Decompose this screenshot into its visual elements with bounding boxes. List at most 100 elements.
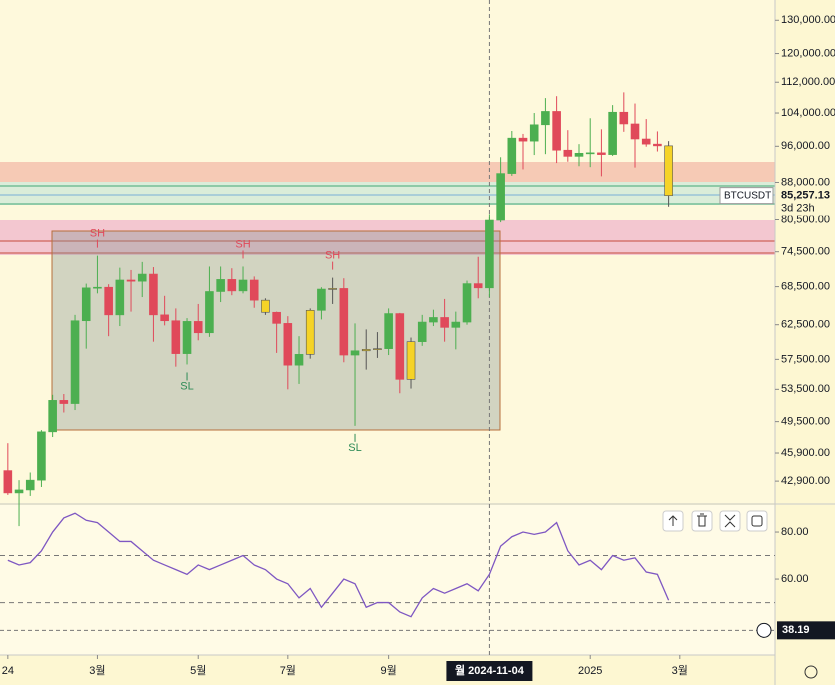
candle-body	[641, 138, 651, 145]
x-tick-label: 2025	[578, 665, 602, 677]
zone	[0, 182, 775, 205]
candle-body	[205, 291, 214, 334]
crosshair-date-box	[446, 661, 533, 681]
candle-body	[653, 143, 662, 147]
icon	[724, 514, 736, 528]
y-tick-label: 104,000.00	[781, 107, 835, 119]
candle-body	[350, 350, 360, 356]
candle-body	[574, 152, 584, 157]
rsi-line	[7, 512, 670, 618]
last-price-box	[777, 187, 835, 216]
rsi-pane	[0, 505, 775, 655]
x-tick-label: 3월	[672, 664, 688, 677]
candle-body	[81, 287, 91, 322]
y-tick-label: 53,500.00	[781, 383, 830, 395]
candle-body	[160, 314, 169, 322]
last-price-label: 85,257.13	[781, 190, 830, 202]
y-tick-label: 112,000.00	[781, 76, 835, 88]
candle-body	[597, 152, 606, 155]
candle-body	[104, 286, 113, 316]
candle-body	[328, 288, 337, 290]
symbol-label: BTCUSDT	[724, 190, 771, 201]
y-tick-label: 130,000.00	[781, 14, 835, 26]
annotation: SH	[235, 238, 250, 250]
maximize-button[interactable]	[746, 510, 768, 532]
annotation: SH	[90, 228, 105, 240]
x-tick-label: 7월	[280, 664, 296, 677]
candle-body	[395, 313, 405, 380]
x-tick-label: 24	[2, 665, 14, 677]
candle-body	[529, 124, 539, 142]
candle-body	[496, 173, 505, 221]
zone	[0, 220, 775, 255]
y-tick-label: 120,000.00	[781, 47, 835, 59]
candle-body	[585, 152, 595, 155]
x-tick-label: 3월	[89, 664, 105, 677]
candle-body	[406, 341, 416, 380]
crosshair-value-label: 38.19	[782, 624, 810, 636]
icon	[697, 513, 707, 527]
candle-body	[272, 311, 281, 324]
candle-body	[305, 310, 315, 355]
y-tick-label: 57,500.00	[781, 353, 830, 365]
candle-body	[126, 279, 136, 282]
candle-body	[339, 288, 349, 356]
candle-body	[664, 145, 673, 196]
x-tick-label: 9월	[380, 664, 396, 677]
candle-body	[317, 288, 326, 311]
candle-body	[25, 479, 35, 491]
candle-body	[93, 286, 102, 289]
symbol-box	[719, 187, 774, 205]
candle-body	[48, 400, 57, 433]
candle-body	[227, 279, 237, 292]
y-tick-label: 49,500.00	[781, 416, 830, 428]
annotation: SH	[325, 250, 340, 262]
candle-body	[417, 321, 427, 342]
candle-body	[563, 149, 573, 157]
candle-body	[137, 273, 147, 282]
icon	[668, 515, 678, 526]
y-tick-label: 88,000.00	[781, 176, 830, 188]
candle-body	[451, 321, 461, 328]
add-button[interactable]	[756, 622, 772, 638]
candle-body	[440, 317, 449, 328]
candle-body	[249, 279, 259, 301]
zones	[0, 162, 775, 431]
candle-body	[70, 320, 80, 404]
candle-body	[3, 470, 13, 494]
candle-body	[485, 219, 494, 289]
crosshair-date-label: 월 2024-11-04	[455, 663, 525, 677]
candle-body	[619, 111, 629, 125]
candle-body	[14, 489, 24, 494]
candle-body	[171, 320, 181, 354]
annotation: SL	[348, 442, 361, 454]
y-tick-label: 80,500.00	[781, 213, 830, 225]
y-tick-label: 80.00	[781, 526, 809, 538]
candle-body	[294, 354, 304, 366]
annotation: SL	[180, 380, 193, 392]
x-tick-label: 5월	[190, 664, 206, 677]
y-tick-label: 60.00	[781, 573, 809, 585]
y-tick-label: 45,900.00	[781, 447, 830, 459]
candle-body	[429, 317, 438, 323]
settings-button[interactable]	[804, 665, 818, 679]
candle-body	[238, 279, 248, 292]
candle-body	[59, 400, 69, 404]
candle-body	[373, 348, 382, 350]
icon	[751, 515, 763, 527]
candle-body	[462, 283, 472, 323]
candle-body	[473, 283, 483, 289]
candle-body	[37, 431, 46, 481]
candle-body	[518, 137, 528, 142]
candle-body	[216, 279, 225, 292]
candle-body	[630, 123, 640, 140]
candle-body	[552, 111, 561, 151]
zone	[0, 162, 775, 182]
pane-buttons	[662, 510, 768, 532]
collapse-button[interactable]	[719, 510, 741, 532]
candle-body	[608, 111, 617, 155]
y-tick-label: 96,000.00	[781, 140, 830, 152]
candle-body	[182, 321, 192, 354]
candle-body	[384, 313, 393, 349]
